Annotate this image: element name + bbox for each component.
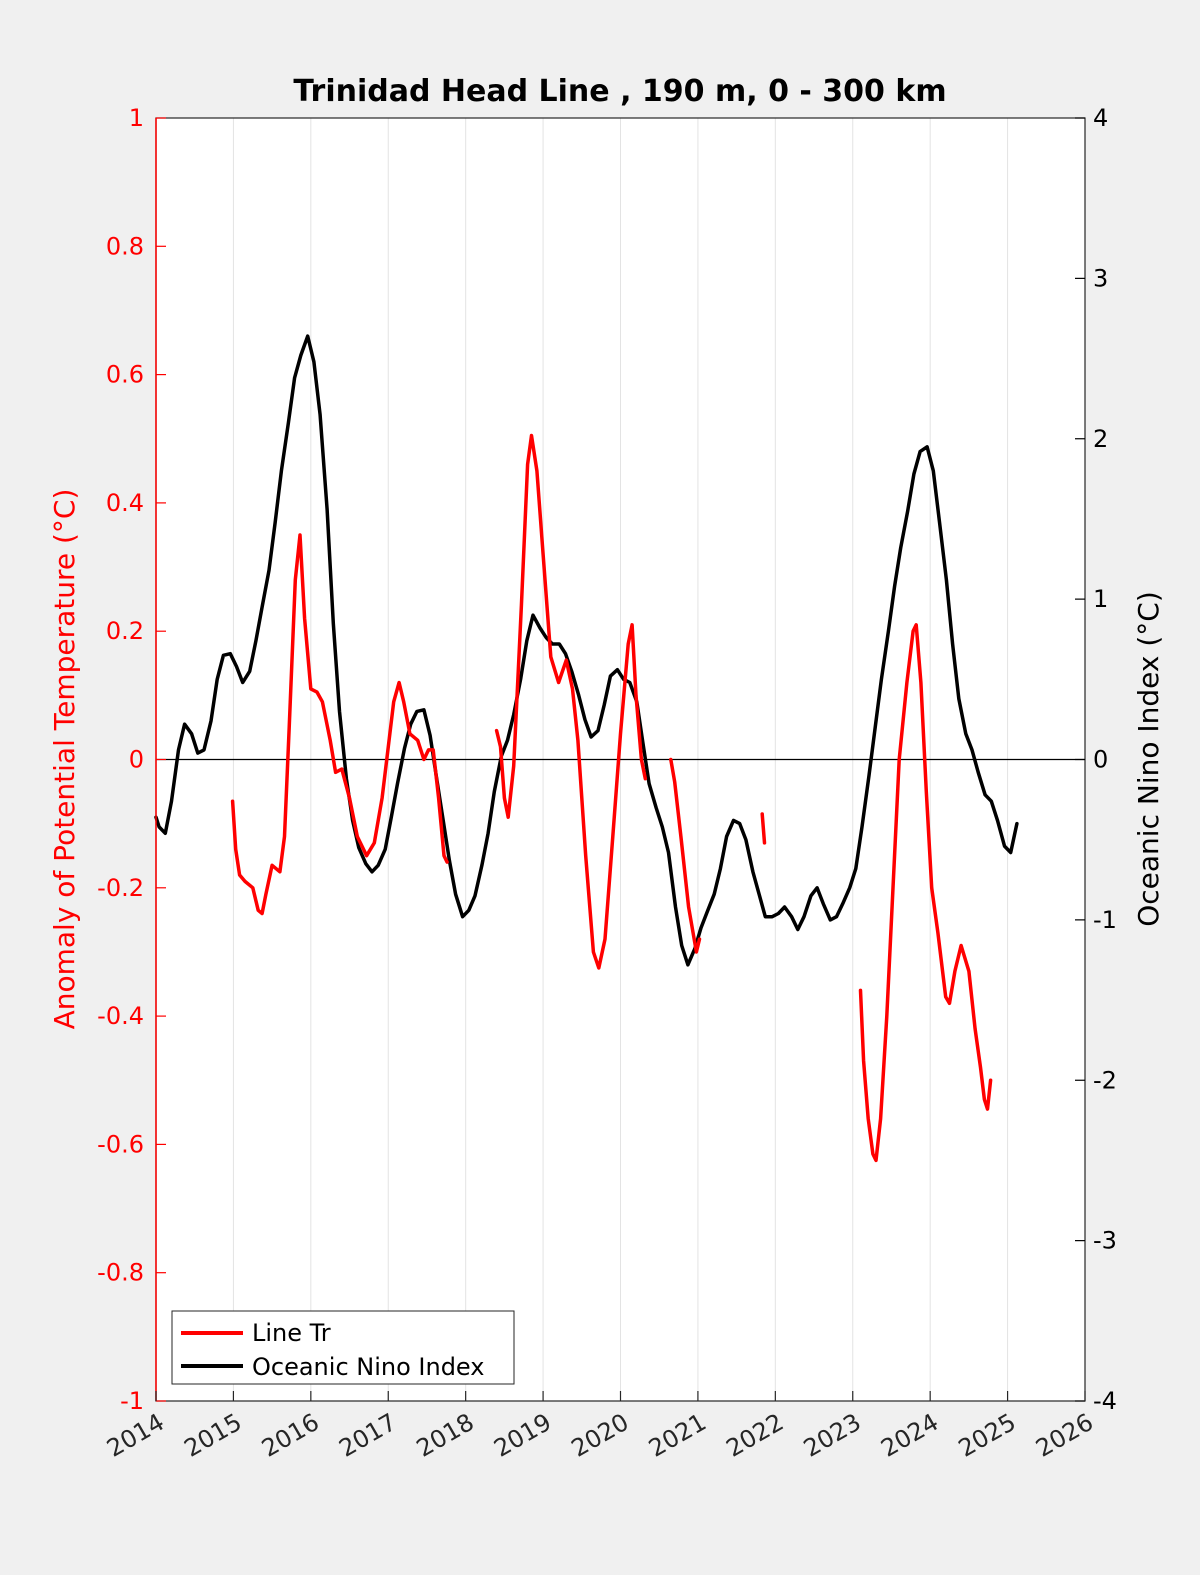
series-oceanic-nino-index [154, 334, 1019, 967]
series-line-tr [230, 433, 993, 1163]
oni-line [154, 334, 1019, 967]
legend-label-oni: Oceanic Nino Index [252, 1353, 484, 1381]
line-tr-segment-4 [760, 812, 767, 845]
legend: Line Tr Oceanic Nino Index [171, 1310, 515, 1385]
left-tick-label: -0.2 [97, 874, 144, 902]
left-tick-label: -0.8 [97, 1259, 144, 1287]
line-tr-segment-1 [230, 533, 449, 916]
left-tick-label: 0.2 [106, 617, 144, 645]
right-tick-label: 2 [1093, 425, 1108, 453]
left-tick-label: 0.6 [106, 361, 144, 389]
chart-title: Trinidad Head Line , 190 m, 0 - 300 km [293, 74, 946, 109]
line-tr-segment-5 [858, 623, 993, 1163]
right-tick-label: -1 [1093, 906, 1117, 934]
right-tick-label: -4 [1093, 1387, 1117, 1415]
right-tick-label: -2 [1093, 1066, 1117, 1094]
y-axis-label-right: Oceanic Nino Index (°C) [1132, 591, 1165, 927]
y-axis-label-left: Anomaly of Potential Temperature (°C) [48, 489, 81, 1030]
left-tick-label: -0.6 [97, 1130, 144, 1158]
left-tick-label: 0.8 [106, 232, 144, 260]
line-tr-segment-2 [494, 433, 648, 970]
left-axis: 1 0.8 0.6 0.4 0.2 0 -0.2 -0.4 -0.6 -0.8 -1 [97, 104, 166, 1415]
line-tr-segment-3 [669, 757, 702, 954]
legend-label-line-tr: Line Tr [252, 1319, 331, 1347]
right-tick-label: 1 [1093, 585, 1108, 613]
left-tick-label: -1 [120, 1387, 144, 1415]
right-tick-label: 4 [1093, 104, 1108, 132]
left-tick-label: 0 [129, 746, 144, 774]
left-tick-label: -0.4 [97, 1002, 144, 1030]
right-tick-label: 0 [1093, 746, 1108, 774]
right-tick-label: -3 [1093, 1227, 1117, 1255]
right-tick-label: 3 [1093, 264, 1108, 292]
left-tick-label: 1 [129, 104, 144, 132]
left-tick-label: 0.4 [106, 489, 144, 517]
legend-box [171, 1310, 515, 1385]
right-axis: 4 3 2 1 0 -1 -2 -3 -4 [1075, 104, 1117, 1415]
